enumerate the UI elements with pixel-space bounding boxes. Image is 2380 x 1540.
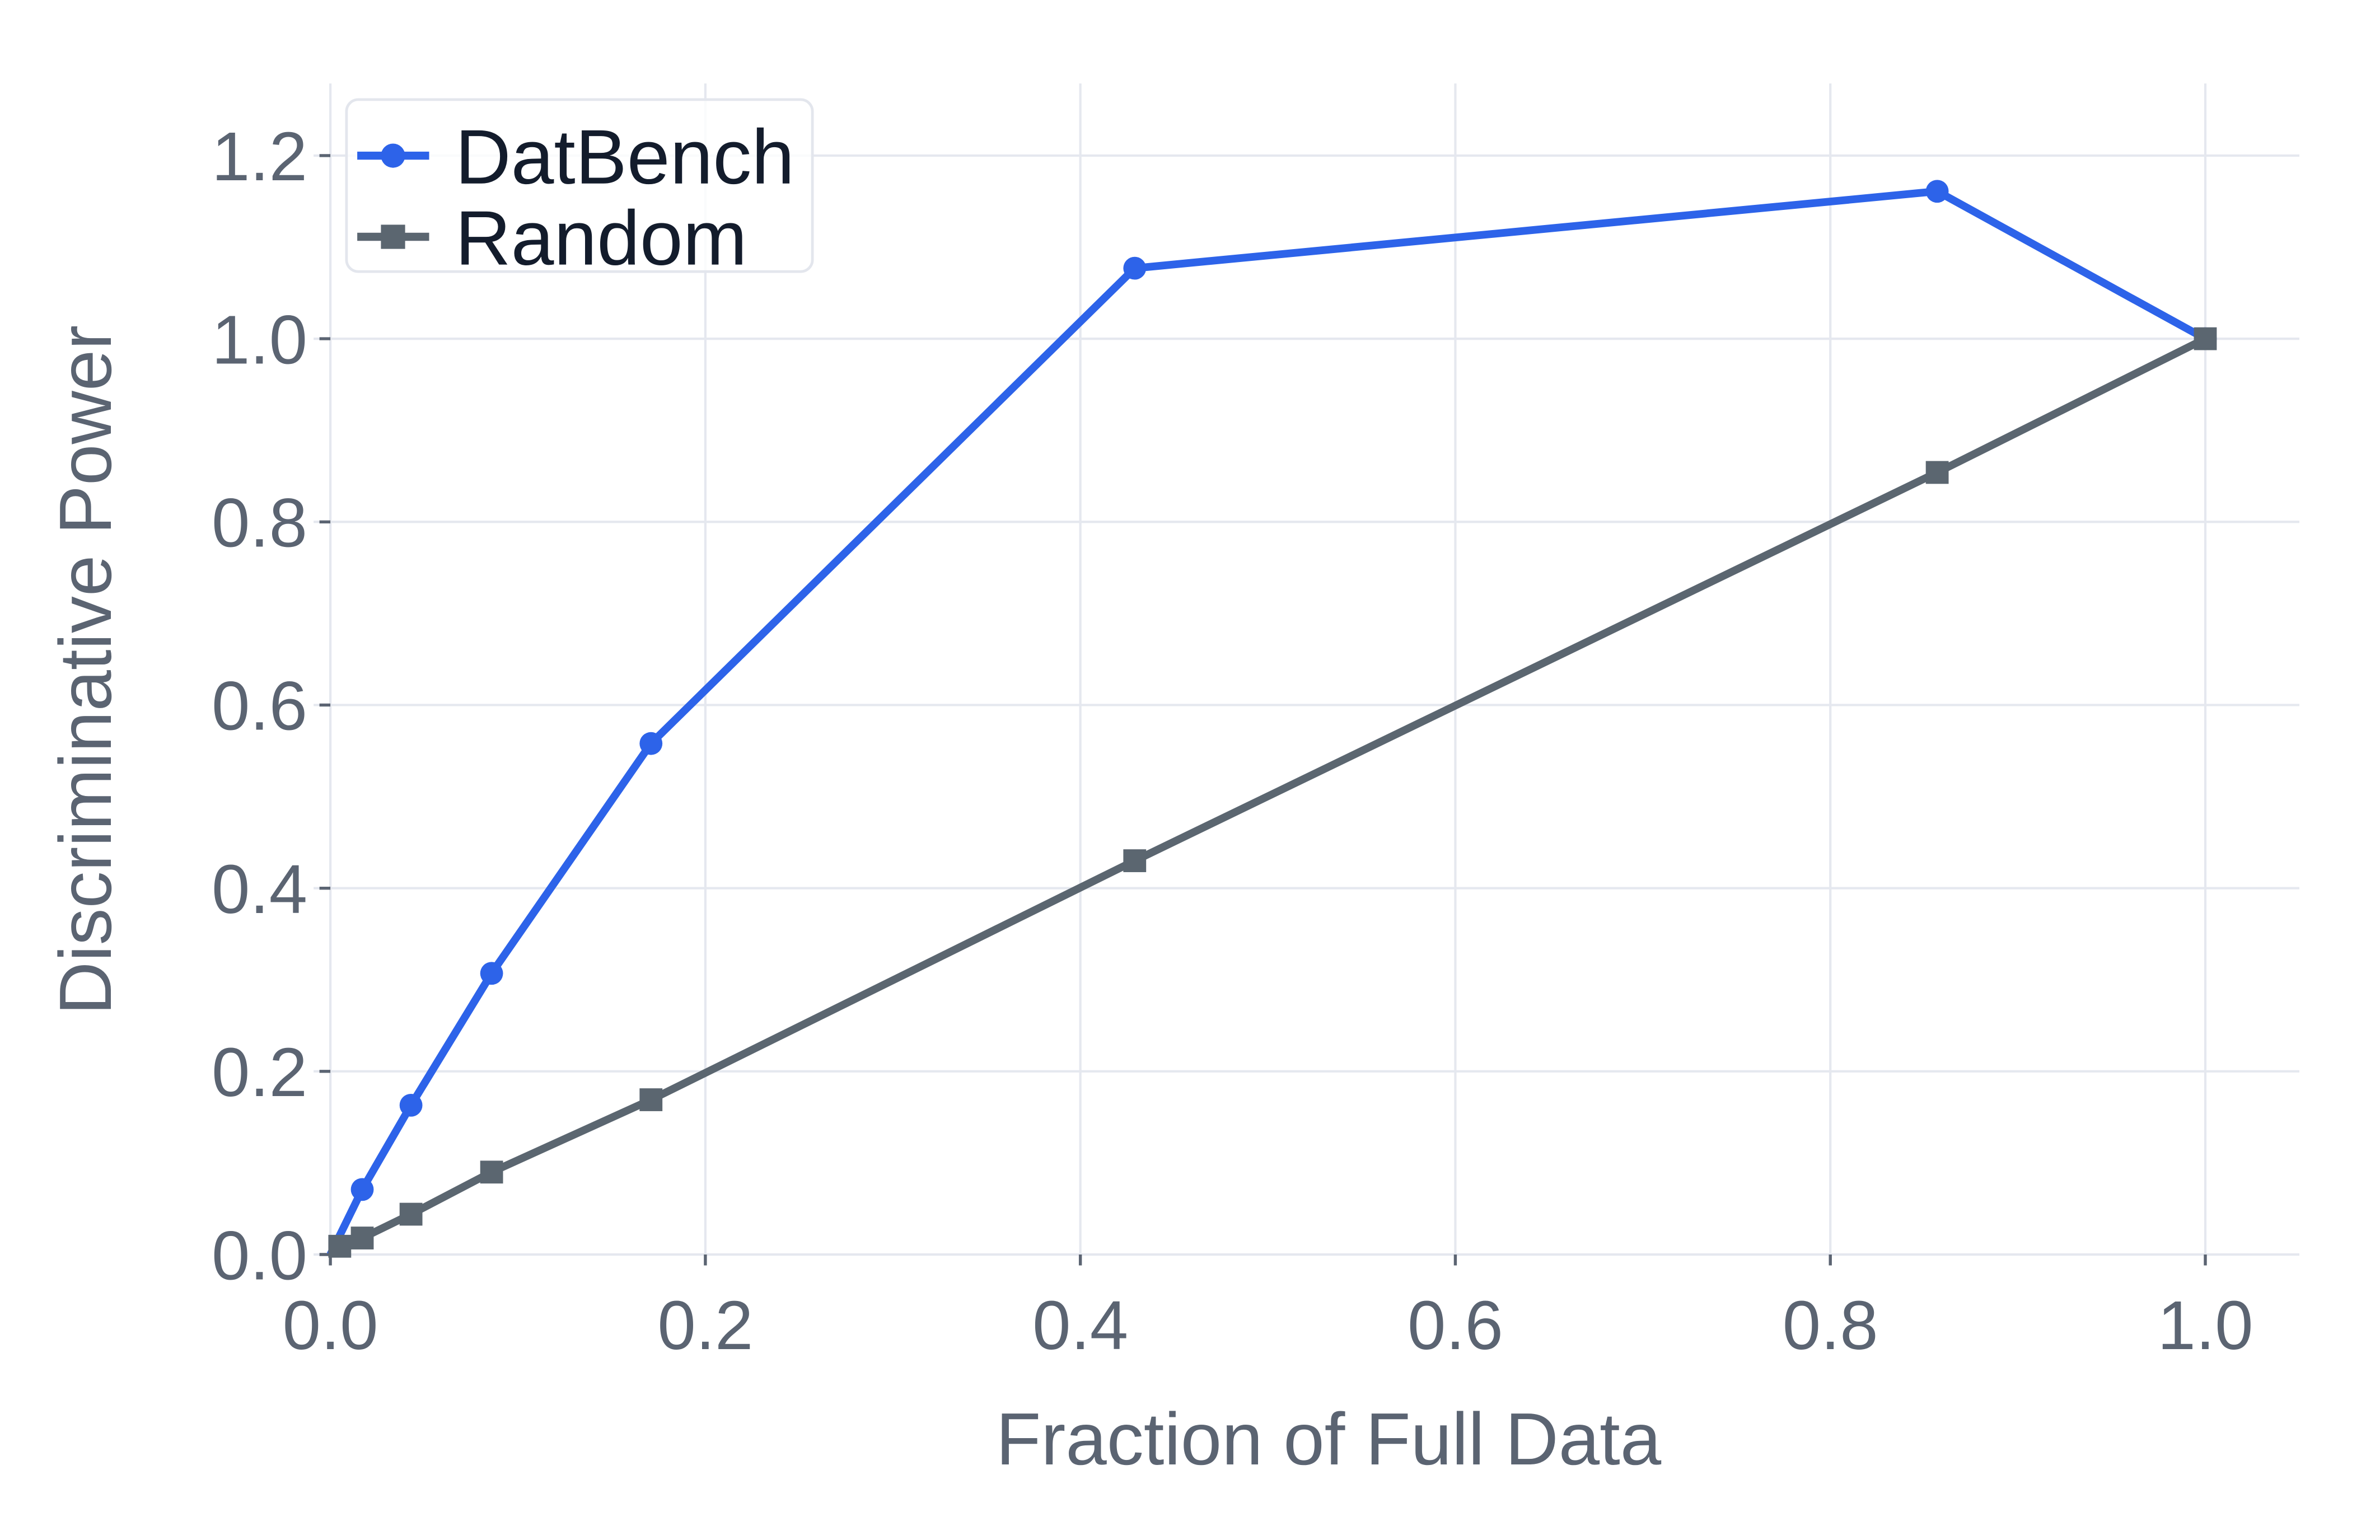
x-tick-label: 0.0 [283,1288,378,1364]
datbench-marker [1925,180,1949,203]
x-tick-label: 0.6 [1408,1288,1503,1364]
legend-square-marker-icon [381,224,405,249]
legend-label: DatBench [455,114,794,200]
random-marker [399,1202,423,1226]
datbench-marker [639,732,663,755]
legend-item-random: Random [357,195,747,282]
random-marker [350,1227,374,1249]
x-axis-label: Fraction of Full Data [996,1398,1662,1480]
gridlines [314,83,2299,1256]
x-tick-label: 0.4 [1032,1288,1128,1364]
legend-label: Random [455,195,747,282]
tick-marks [319,154,2207,1266]
y-tick-label: 1.2 [212,119,307,195]
tick-labels: 0.0 0.2 0.4 0.6 0.8 1.0 0.0 0.2 0.4 0.6 0.8 1.0 1.2 [212,119,2253,1364]
y-tick-label: 0.4 [212,851,307,928]
x-tick-label: 0.8 [1783,1288,1878,1364]
random-marker [328,1234,352,1258]
legend-circle-marker-icon [381,143,405,168]
random-marker [2194,327,2217,350]
y-tick-label: 0.0 [212,1218,307,1294]
x-tick-label: 1.0 [2158,1288,2253,1364]
series-datbench [326,180,2217,1257]
y-axis-label: Discriminative Power [44,325,127,1015]
y-tick-label: 0.8 [212,485,307,562]
legend-box [345,98,814,273]
datbench-marker [1123,256,1147,280]
y-tick-label: 0.2 [212,1035,307,1111]
legend-item-datbench: DatBench [357,114,794,200]
random-marker [1925,461,1949,484]
datbench-marker [399,1093,423,1117]
random-marker [480,1160,503,1184]
random-marker [1123,849,1147,872]
datbench-marker [480,962,503,985]
series-random [328,327,2217,1258]
datbench-line [326,187,2208,1257]
y-tick-label: 1.0 [212,302,307,378]
datbench-marker [350,1178,374,1201]
y-tick-label: 0.6 [212,668,307,745]
random-marker [639,1088,663,1111]
x-tick-label: 0.2 [657,1288,753,1364]
